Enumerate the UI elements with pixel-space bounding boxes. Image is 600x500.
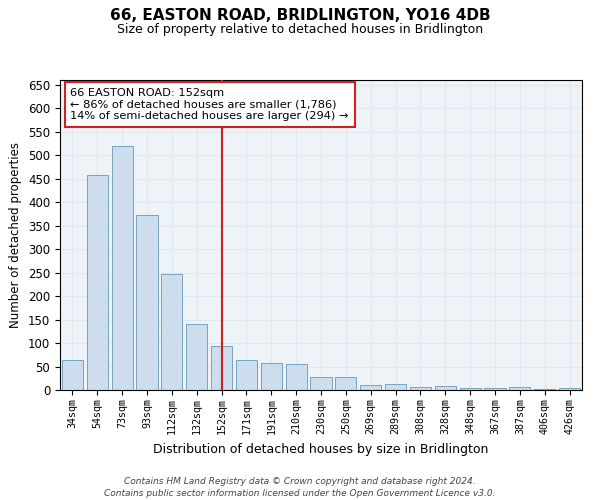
Bar [87, 175, 108, 390]
Bar [335, 378, 356, 390]
Bar [509, 387, 530, 390]
Bar [136, 216, 158, 390]
Bar [211, 346, 232, 390]
Bar [559, 388, 580, 390]
Y-axis label: Number of detached properties: Number of detached properties [10, 142, 22, 328]
Bar [286, 364, 307, 390]
Bar [435, 386, 456, 390]
Bar [261, 363, 282, 390]
Text: Size of property relative to detached houses in Bridlington: Size of property relative to detached ho… [117, 22, 483, 36]
Bar [460, 388, 481, 390]
Bar [186, 324, 207, 390]
Bar [534, 388, 555, 390]
Bar [62, 360, 83, 390]
Text: Contains public sector information licensed under the Open Government Licence v3: Contains public sector information licen… [104, 489, 496, 498]
Text: 66 EASTON ROAD: 152sqm
← 86% of detached houses are smaller (1,786)
14% of semi-: 66 EASTON ROAD: 152sqm ← 86% of detached… [70, 88, 349, 121]
Bar [484, 388, 506, 390]
Bar [385, 384, 406, 390]
Bar [310, 378, 332, 390]
Bar [112, 146, 133, 390]
Bar [410, 386, 431, 390]
Bar [360, 386, 381, 390]
Text: Distribution of detached houses by size in Bridlington: Distribution of detached houses by size … [154, 442, 488, 456]
Text: 66, EASTON ROAD, BRIDLINGTON, YO16 4DB: 66, EASTON ROAD, BRIDLINGTON, YO16 4DB [110, 8, 490, 22]
Text: Contains HM Land Registry data © Crown copyright and database right 2024.: Contains HM Land Registry data © Crown c… [124, 478, 476, 486]
Bar [161, 274, 182, 390]
Bar [236, 360, 257, 390]
